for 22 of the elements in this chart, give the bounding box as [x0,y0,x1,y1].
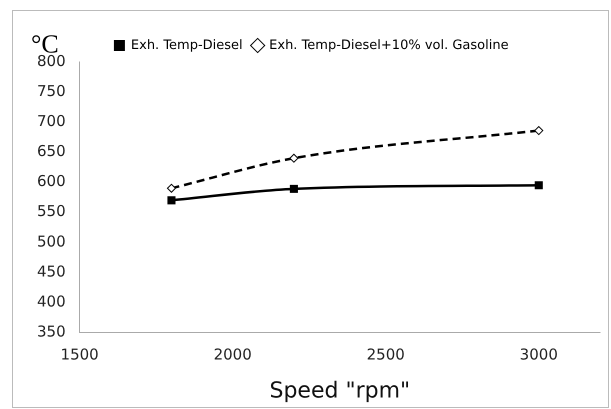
point [534,181,543,190]
x-tick-label: 2000 [214,345,252,364]
x-tick-label: 1500 [60,345,99,364]
legend-label: Exh. Temp-Diesel+10% vol. Gasoline [269,38,509,53]
point [167,196,176,204]
point [166,184,176,193]
y-tick-label: 500 [36,232,66,250]
x-tick-label: 2500 [366,345,405,364]
y-tick-label: 350 [36,322,66,340]
point [290,184,298,193]
y-tick-label: 700 [36,112,66,130]
y-tick-label: 400 [36,292,66,310]
y-tick-label: 450 [36,262,66,280]
x-axis-title: Speed "rpm" [269,378,410,404]
point [289,154,298,163]
y-tick-label: 750 [36,82,66,100]
x-tick-label: 3000 [520,345,558,364]
point [534,126,544,136]
legend-label: Exh. Temp-Diesel [130,38,243,53]
y-tick-label: 650 [36,142,66,160]
y-tick-label: 550 [36,202,66,220]
y-tick-label: 600 [36,172,66,190]
